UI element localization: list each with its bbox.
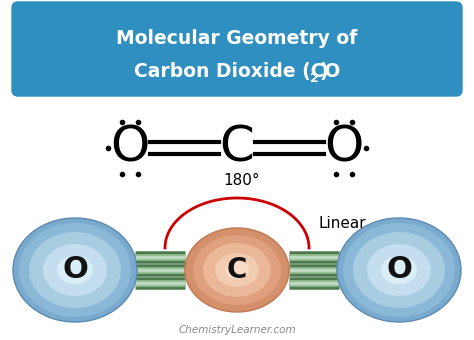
Ellipse shape bbox=[225, 261, 249, 279]
Text: Molecular Geometry of: Molecular Geometry of bbox=[117, 29, 357, 48]
Ellipse shape bbox=[19, 223, 131, 317]
Text: Linear: Linear bbox=[319, 216, 366, 231]
Text: O: O bbox=[110, 124, 150, 172]
Text: C: C bbox=[227, 256, 247, 284]
Ellipse shape bbox=[29, 232, 121, 308]
Ellipse shape bbox=[13, 218, 137, 322]
Text: O: O bbox=[62, 255, 88, 285]
Ellipse shape bbox=[57, 256, 93, 284]
FancyBboxPatch shape bbox=[12, 2, 462, 96]
Ellipse shape bbox=[185, 228, 289, 312]
Text: Carbon Dioxide (CO: Carbon Dioxide (CO bbox=[134, 63, 340, 82]
Text: O: O bbox=[386, 255, 412, 285]
Text: ChemistryLearner.com: ChemistryLearner.com bbox=[178, 325, 296, 335]
Ellipse shape bbox=[43, 244, 107, 296]
Ellipse shape bbox=[215, 253, 259, 287]
Ellipse shape bbox=[203, 243, 271, 297]
Ellipse shape bbox=[193, 235, 281, 305]
Ellipse shape bbox=[337, 218, 461, 322]
Text: 2: 2 bbox=[310, 71, 319, 85]
Text: ): ) bbox=[319, 63, 328, 82]
Text: C: C bbox=[219, 124, 255, 172]
Text: 180°: 180° bbox=[224, 173, 260, 188]
Text: O: O bbox=[324, 124, 364, 172]
Ellipse shape bbox=[367, 244, 431, 296]
Ellipse shape bbox=[343, 223, 455, 317]
Ellipse shape bbox=[381, 256, 417, 284]
Ellipse shape bbox=[353, 232, 445, 308]
